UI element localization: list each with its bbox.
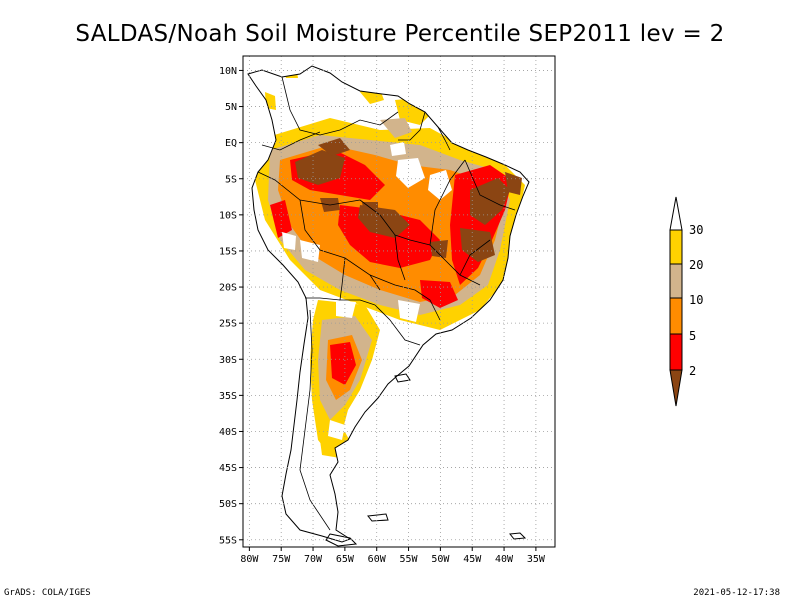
colorbar-label-2: 2 (689, 364, 696, 378)
colorbar-arrow-top (669, 196, 683, 231)
footer-credit: GrADS: COLA/IGES (4, 588, 91, 598)
lat-tick-label: 15S (219, 246, 237, 257)
lat-tick-label: 25S (219, 319, 237, 330)
lon-tick-label: 80W (240, 554, 259, 565)
page-title: SALDAS/Noah Soil Moisture Percentile SEP… (75, 21, 724, 47)
lon-tick-label: 35W (527, 554, 546, 565)
lat-tick-label: 35S (219, 391, 237, 402)
latitude-axis: 10N 5N EQ 5S 10S 15S 20S 25S 30S 35S 40S 45S 50S 55S (219, 66, 243, 546)
footer-timestamp: 2021-05-12-17:38 (693, 588, 780, 598)
lat-tick-label: 40S (219, 427, 237, 438)
colorbar-label-20: 20 (689, 258, 703, 272)
colorbar-label-30: 30 (689, 223, 703, 237)
colorbar-swatch-20-30 (669, 229, 683, 265)
map-panel: 80W 75W 70W 65W 60W 55W 50W 45W 40W 35W 10N 5N EQ 5S… (219, 55, 556, 565)
colorbar-label-5: 5 (689, 329, 696, 343)
lon-tick-label: 55W (400, 554, 419, 565)
lon-tick-label: 40W (495, 554, 514, 565)
lat-tick-label: 5S (225, 174, 237, 185)
longitude-axis: 80W 75W 70W 65W 60W 55W 50W 45W 40W 35W (240, 547, 546, 565)
colorbar-label-10: 10 (689, 293, 703, 307)
colorbar-swatch-5-10 (669, 297, 683, 335)
colorbar-arrow-bottom (669, 369, 683, 407)
map-grid (243, 56, 555, 547)
lon-tick-label: 45W (463, 554, 482, 565)
colorbar-swatch-10-20 (669, 263, 683, 299)
lon-tick-label: 65W (336, 554, 355, 565)
lon-tick-label: 70W (304, 554, 323, 565)
lon-tick-label: 50W (431, 554, 450, 565)
lat-tick-label: 5N (225, 102, 237, 113)
lat-tick-label: 30S (219, 355, 237, 366)
lat-tick-label: 55S (219, 535, 237, 546)
lat-tick-label: EQ (225, 138, 237, 149)
country-borders (257, 76, 516, 531)
lon-tick-label: 60W (368, 554, 387, 565)
lat-tick-label: 20S (219, 283, 237, 294)
coastline (247, 65, 530, 547)
lon-tick-label: 75W (272, 554, 291, 565)
lat-tick-label: 10S (219, 210, 237, 221)
colorbar-swatch-2-5 (669, 333, 683, 371)
colorbar: 30 20 10 5 2 (669, 196, 703, 407)
lat-tick-label: 50S (219, 499, 237, 510)
lat-tick-label: 45S (219, 463, 237, 474)
map-frame (242, 55, 556, 548)
lat-tick-label: 10N (219, 66, 237, 77)
